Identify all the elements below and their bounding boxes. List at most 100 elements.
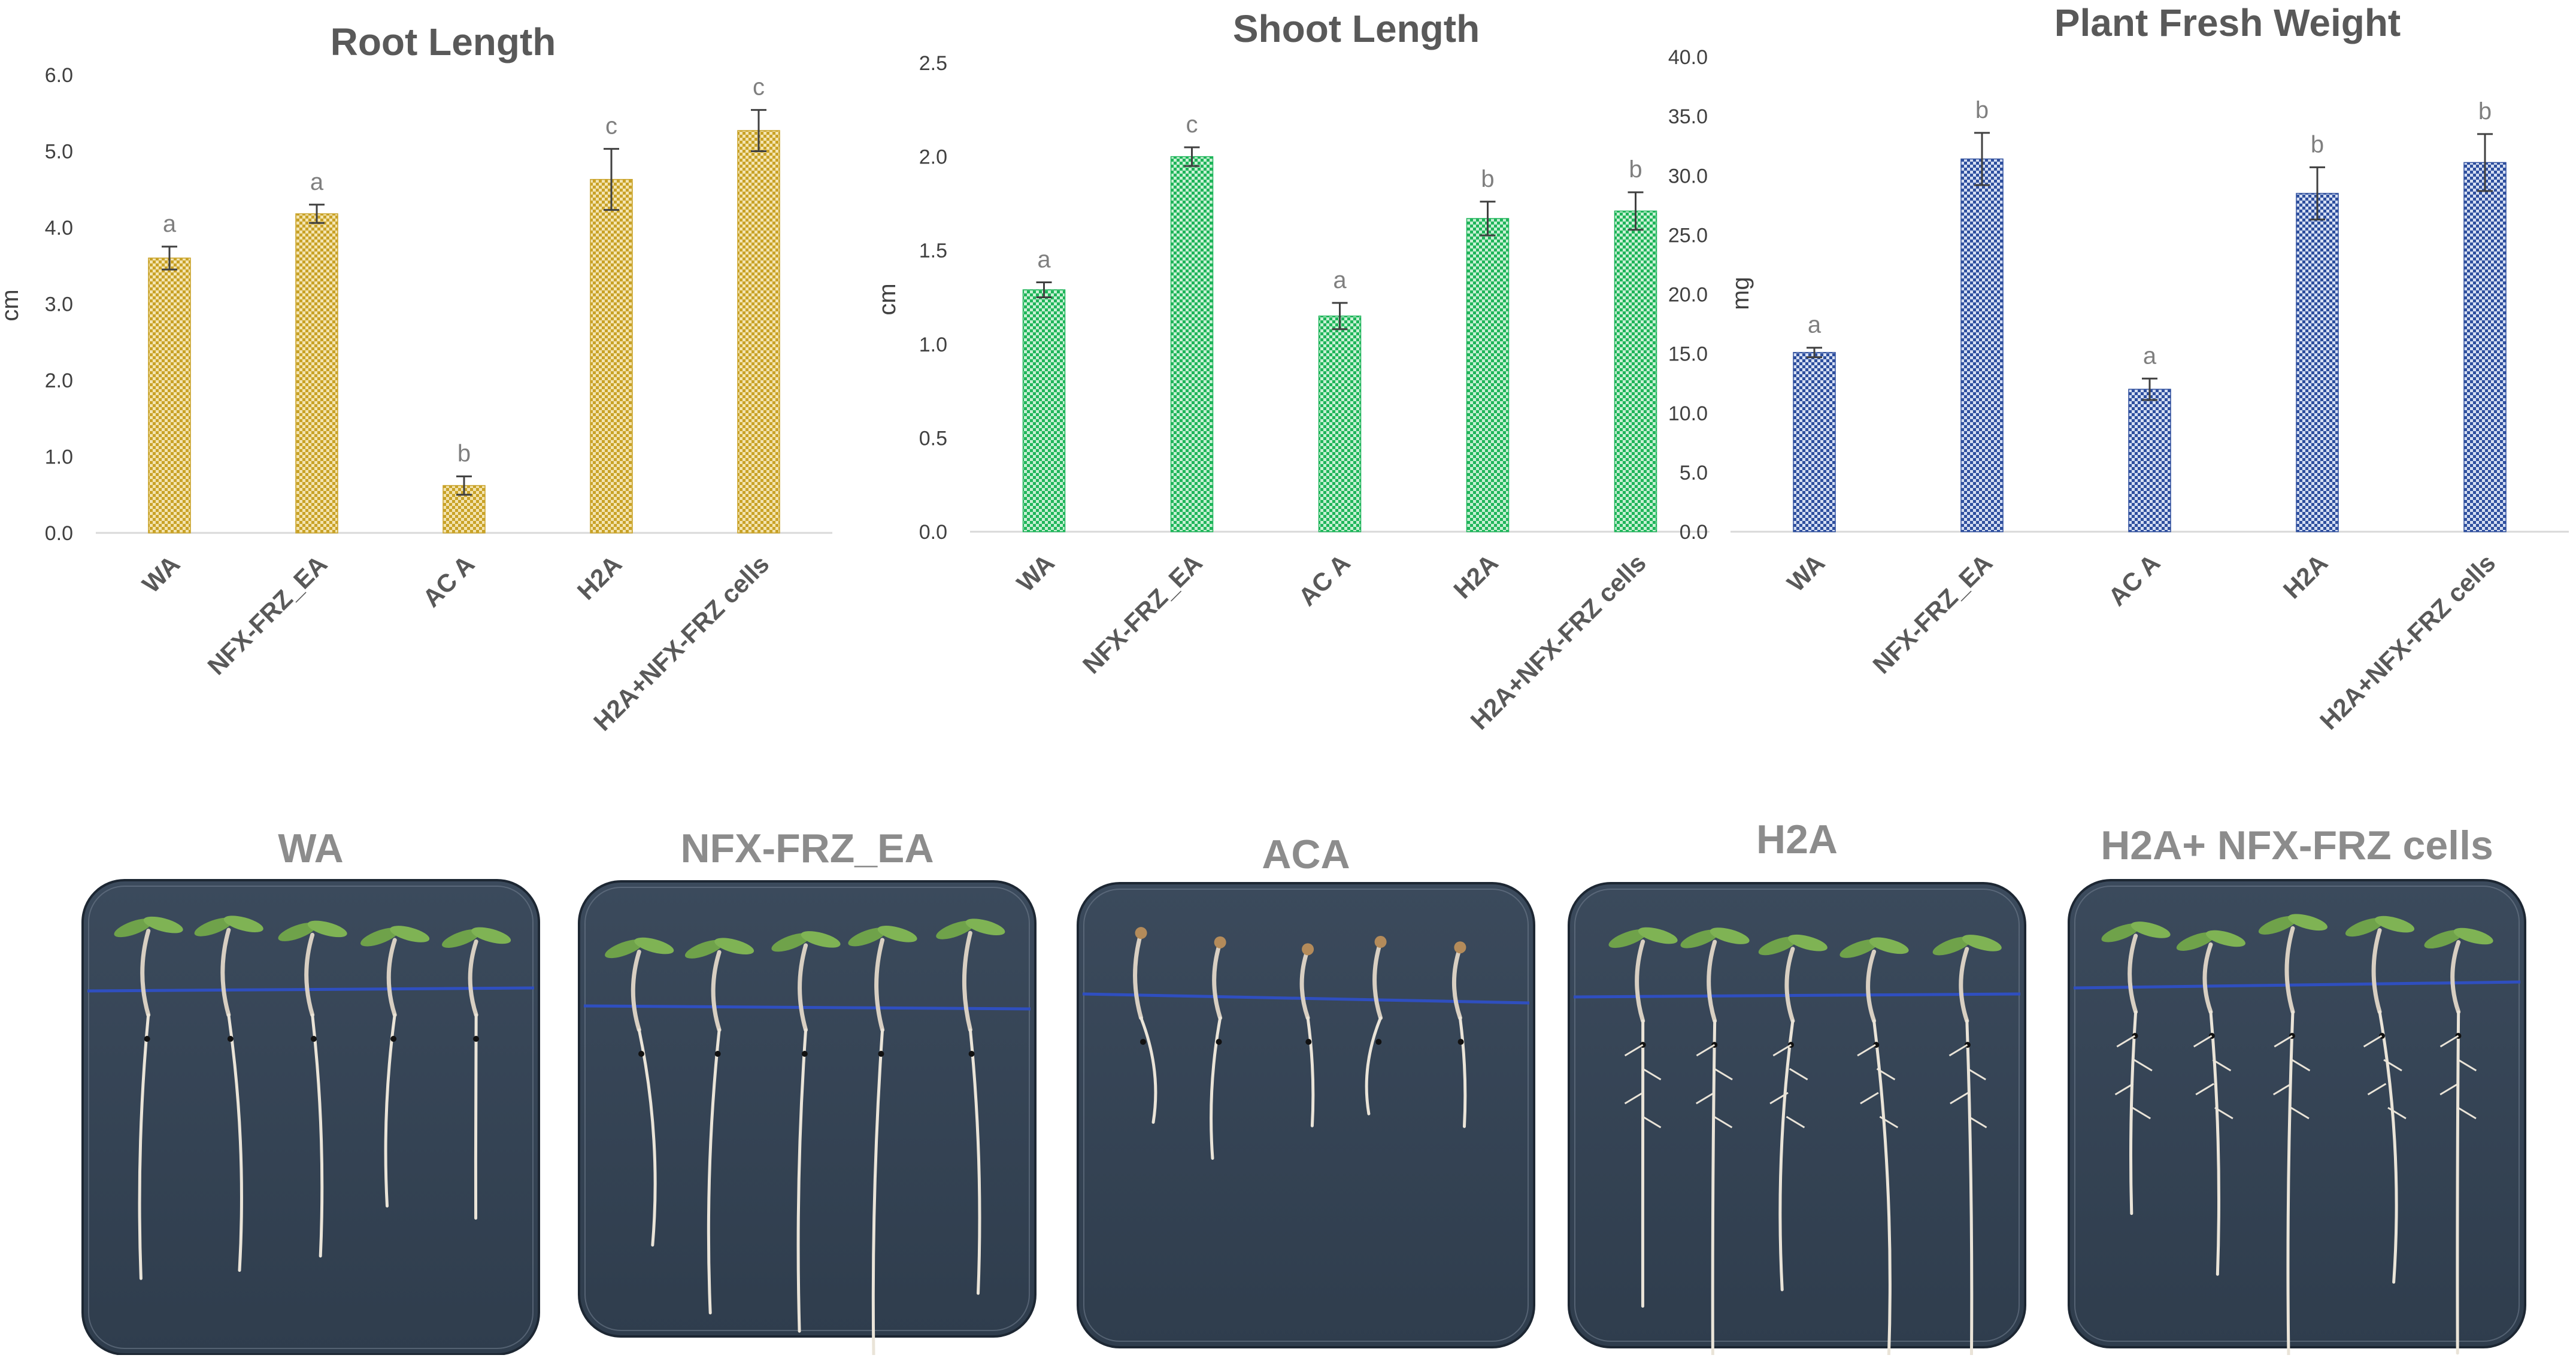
bar [1170,156,1214,532]
plate-background [1077,882,1535,1348]
y-axis-label: cm [874,283,901,315]
x-tick-label: NFX-FRZ_EA [1867,548,1998,679]
y-tick-label: 0.5 [919,427,947,450]
significance-letter: b [1629,156,1642,183]
y-tick-label: 2.5 [919,52,947,75]
error-bar [1974,132,1990,186]
marker-line [87,986,535,993]
bar [2296,193,2339,532]
significance-letter: b [2478,98,2492,125]
seedling [1608,927,1678,1308]
significance-letter: c [753,74,765,101]
error-bar [1807,347,1822,359]
error-bar [162,245,177,271]
plate-background [2068,879,2526,1348]
significance-letter: c [1186,111,1198,138]
bar [148,257,191,534]
bar [1318,316,1362,532]
seedling [1758,934,1828,1292]
error-bar [1480,201,1496,237]
error-bar [1332,302,1348,331]
seedling [936,919,1005,1295]
seedling [1932,935,2002,1358]
seedling [771,931,841,1333]
photos-layer: WA NFX-FRZ_EA ACA H2A H2A+ NFX-FRZ cells [81,817,2526,1358]
y-tick-label: 1.0 [45,446,73,469]
y-tick-label: 25.0 [1668,224,1708,247]
y-tick-label: 0.0 [1680,521,1708,544]
plate-background [578,880,1037,1338]
marker-line [2073,980,2521,990]
seedling [2101,922,2171,1215]
seedling [1299,943,1315,1127]
x-tick-label: H2A [1448,548,1504,604]
seedling-plate-1: NFX-FRZ_EA [578,826,1037,1358]
y-tick-label: 2.0 [919,146,947,169]
y-tick-label: 4.0 [45,217,73,240]
seedling [1680,927,1750,1358]
chart-title: Plant Fresh Weight [2054,1,2401,44]
seedling [278,920,347,1258]
seedling [605,937,674,1247]
x-tick-label: H2A [2278,548,2333,604]
x-tick-label: AC A [2103,548,2166,611]
y-tick-label: 15.0 [1668,343,1708,366]
significance-letter: b [1481,166,1494,192]
plate-title: NFX-FRZ_EA [680,826,934,871]
plate-title: H2A+ NFX-FRZ cells [2101,823,2493,868]
y-axis-label: mg [1728,277,1754,310]
x-tick-label: NFX-FRZ_EA [202,550,332,680]
significance-letter: a [163,211,177,237]
seedling [441,927,511,1220]
seedling-plate-3: H2A [1568,817,2026,1358]
chart-2: Plant Fresh Weight mg 0.0 5.0 10.0 15.0 20.0 25… [1668,1,2569,735]
bar [1614,210,1657,532]
seedling-plate-0: WA [81,826,540,1356]
bar [1960,158,2004,532]
x-tick-label: WA [137,550,185,598]
seedling [1210,936,1226,1160]
plate-title: ACA [1262,832,1350,877]
x-tick-label: H2A+NFX-FRZ cells [2314,548,2501,735]
y-axis-label: cm [0,289,23,321]
y-tick-label: 3.0 [45,293,73,316]
error-bar [1184,146,1200,167]
plate-background [1568,882,2026,1348]
bar [590,178,633,534]
significance-letter: c [605,113,617,140]
x-tick-label: NFX-FRZ_EA [1077,548,1208,679]
seedling [114,916,183,1280]
y-tick-label: 6.0 [45,64,73,87]
significance-letter: a [2143,342,2157,369]
error-bar [2310,166,2325,221]
significance-letter: a [310,169,324,195]
chart-0: Root Length cm 0.0 1.0 2.0 3.0 4.0 5.0 6.0 a WA a NF… [0,20,832,736]
seedling [2424,927,2493,1355]
error-bar [1628,191,1644,231]
error-bar [2142,377,2157,401]
seedling [1839,937,1909,1358]
bar [1466,218,1510,532]
y-tick-label: 0.0 [919,521,947,544]
bar [295,213,338,534]
seedling-plate-2: ACA [1077,832,1535,1348]
y-tick-label: 40.0 [1668,46,1708,69]
seedling [1133,927,1157,1124]
error-bar [604,148,619,211]
bar [1793,351,1836,532]
y-tick-label: 2.0 [45,369,73,392]
bar [737,130,780,534]
marker-line [1573,992,2021,999]
y-tick-label: 0.0 [45,522,73,545]
seedling [2345,916,2415,1284]
chart-title: Shoot Length [1233,7,1480,50]
seedling [684,938,754,1315]
chart-1: Shoot Length cm 0.0 0.5 1.0 1.5 2.0 2.5 a WA c NFX-… [874,7,1710,735]
marker-line [583,1004,1031,1011]
y-tick-label: 10.0 [1668,402,1708,425]
x-tick-label: WA [1011,548,1060,597]
charts-layer: Root Length cm 0.0 1.0 2.0 3.0 4.0 5.0 6.0 a WA a NF… [0,1,2569,736]
error-bar [1036,281,1052,298]
significance-letter: a [1037,246,1051,272]
